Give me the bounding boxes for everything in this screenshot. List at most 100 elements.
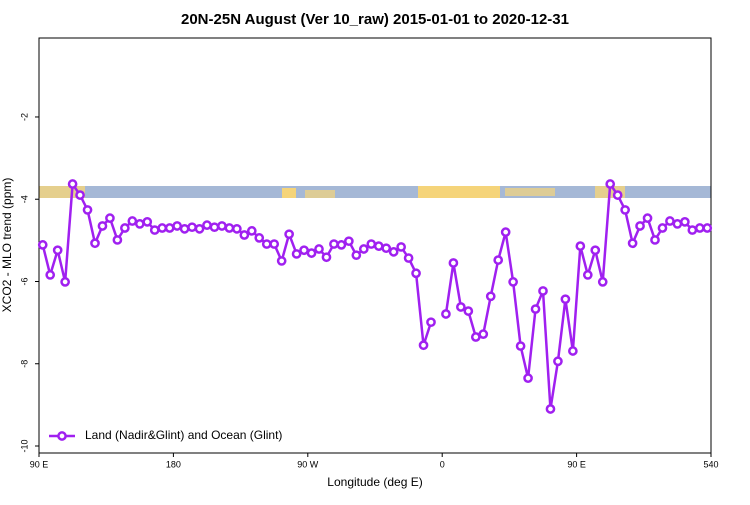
data-point xyxy=(560,294,571,305)
data-point xyxy=(209,222,220,233)
data-point xyxy=(329,239,339,249)
data-point xyxy=(478,329,489,339)
data-point xyxy=(463,306,474,316)
data-point xyxy=(127,216,138,226)
data-point xyxy=(500,227,511,237)
data-point xyxy=(530,304,541,314)
data-point xyxy=(388,247,399,257)
data-point xyxy=(545,404,556,414)
x-tick-label: 540 xyxy=(703,459,718,469)
data-point xyxy=(82,205,93,215)
x-axis-label: Longitude (deg E) xyxy=(327,475,422,489)
data-point xyxy=(456,302,466,312)
data-point xyxy=(612,190,623,200)
data-point xyxy=(694,223,705,233)
data-point xyxy=(321,252,332,263)
x-tick-label: 90 E xyxy=(30,459,49,469)
y-tick-label: -10 xyxy=(19,440,29,453)
data-point xyxy=(485,291,496,302)
y-tick-label: -8 xyxy=(19,360,29,368)
data-point xyxy=(575,241,586,251)
map-strip xyxy=(39,186,711,198)
data-point xyxy=(441,309,451,319)
data-point xyxy=(381,243,392,254)
y-tick-label: -2 xyxy=(19,113,29,121)
x-tick-label: 90 W xyxy=(297,459,319,469)
data-point xyxy=(37,240,48,250)
x-tick-label: 90 E xyxy=(567,459,586,469)
series-line xyxy=(41,180,708,410)
data-point xyxy=(687,225,698,235)
data-point xyxy=(217,221,227,231)
data-point xyxy=(396,242,406,252)
data-point xyxy=(164,223,175,233)
data-point xyxy=(134,219,145,229)
data-point xyxy=(232,223,242,234)
data-point xyxy=(523,373,533,383)
data-point xyxy=(403,253,414,263)
data-point xyxy=(314,244,324,254)
data-point xyxy=(239,230,250,240)
data-point xyxy=(179,223,190,234)
data-point xyxy=(515,341,526,351)
data-point xyxy=(553,356,563,367)
chart-title: 20N-25N August (Ver 10_raw) 2015-01-01 t… xyxy=(181,11,569,28)
legend-label: Land (Nadir&Glint) and Ocean (Glint) xyxy=(85,428,282,442)
data-point xyxy=(306,248,317,258)
data-point xyxy=(627,238,638,249)
y-axis-label: XCO2 - MLO trend (ppm) xyxy=(0,178,14,313)
data-point xyxy=(582,270,593,280)
data-point xyxy=(702,223,713,233)
x-tick-label: 180 xyxy=(166,459,181,469)
data-point xyxy=(142,217,153,227)
data-point xyxy=(246,226,257,236)
data-point xyxy=(411,268,421,279)
data-point xyxy=(426,317,436,328)
data-point xyxy=(665,216,675,226)
data-point xyxy=(672,219,683,229)
data-point xyxy=(97,221,108,231)
data-point xyxy=(470,332,481,342)
data-point xyxy=(605,179,616,189)
data-point xyxy=(269,239,280,249)
data-point xyxy=(67,179,78,189)
legend-marker xyxy=(57,431,67,441)
data-point xyxy=(75,190,85,200)
data-point xyxy=(284,229,294,240)
data-point xyxy=(254,233,265,243)
data-point xyxy=(538,286,548,296)
data-point xyxy=(52,245,63,256)
data-point xyxy=(336,240,347,250)
data-point xyxy=(590,245,601,256)
data-point xyxy=(642,213,653,223)
data-point xyxy=(597,277,608,287)
x-tick-label: 0 xyxy=(440,459,445,469)
data-point xyxy=(112,235,123,245)
data-point xyxy=(418,340,429,351)
data-point xyxy=(650,235,660,245)
data-point xyxy=(45,270,56,280)
data-point xyxy=(276,256,287,266)
data-point xyxy=(187,222,197,233)
data-point xyxy=(194,223,205,234)
data-point xyxy=(620,205,630,215)
data-point xyxy=(657,223,668,233)
data-point xyxy=(568,346,578,356)
data-point xyxy=(351,250,362,261)
data-point xyxy=(120,223,130,233)
data-point xyxy=(149,225,160,235)
data-point xyxy=(358,244,369,254)
data-point xyxy=(172,221,182,231)
data-point xyxy=(202,220,212,230)
data-point xyxy=(105,213,115,223)
data-point xyxy=(299,245,309,256)
data-point xyxy=(635,221,645,231)
data-point xyxy=(680,217,690,227)
data-point xyxy=(508,277,518,287)
data-point xyxy=(291,249,302,259)
data-point xyxy=(60,277,70,287)
data-point xyxy=(448,258,459,268)
data-point xyxy=(366,239,377,249)
